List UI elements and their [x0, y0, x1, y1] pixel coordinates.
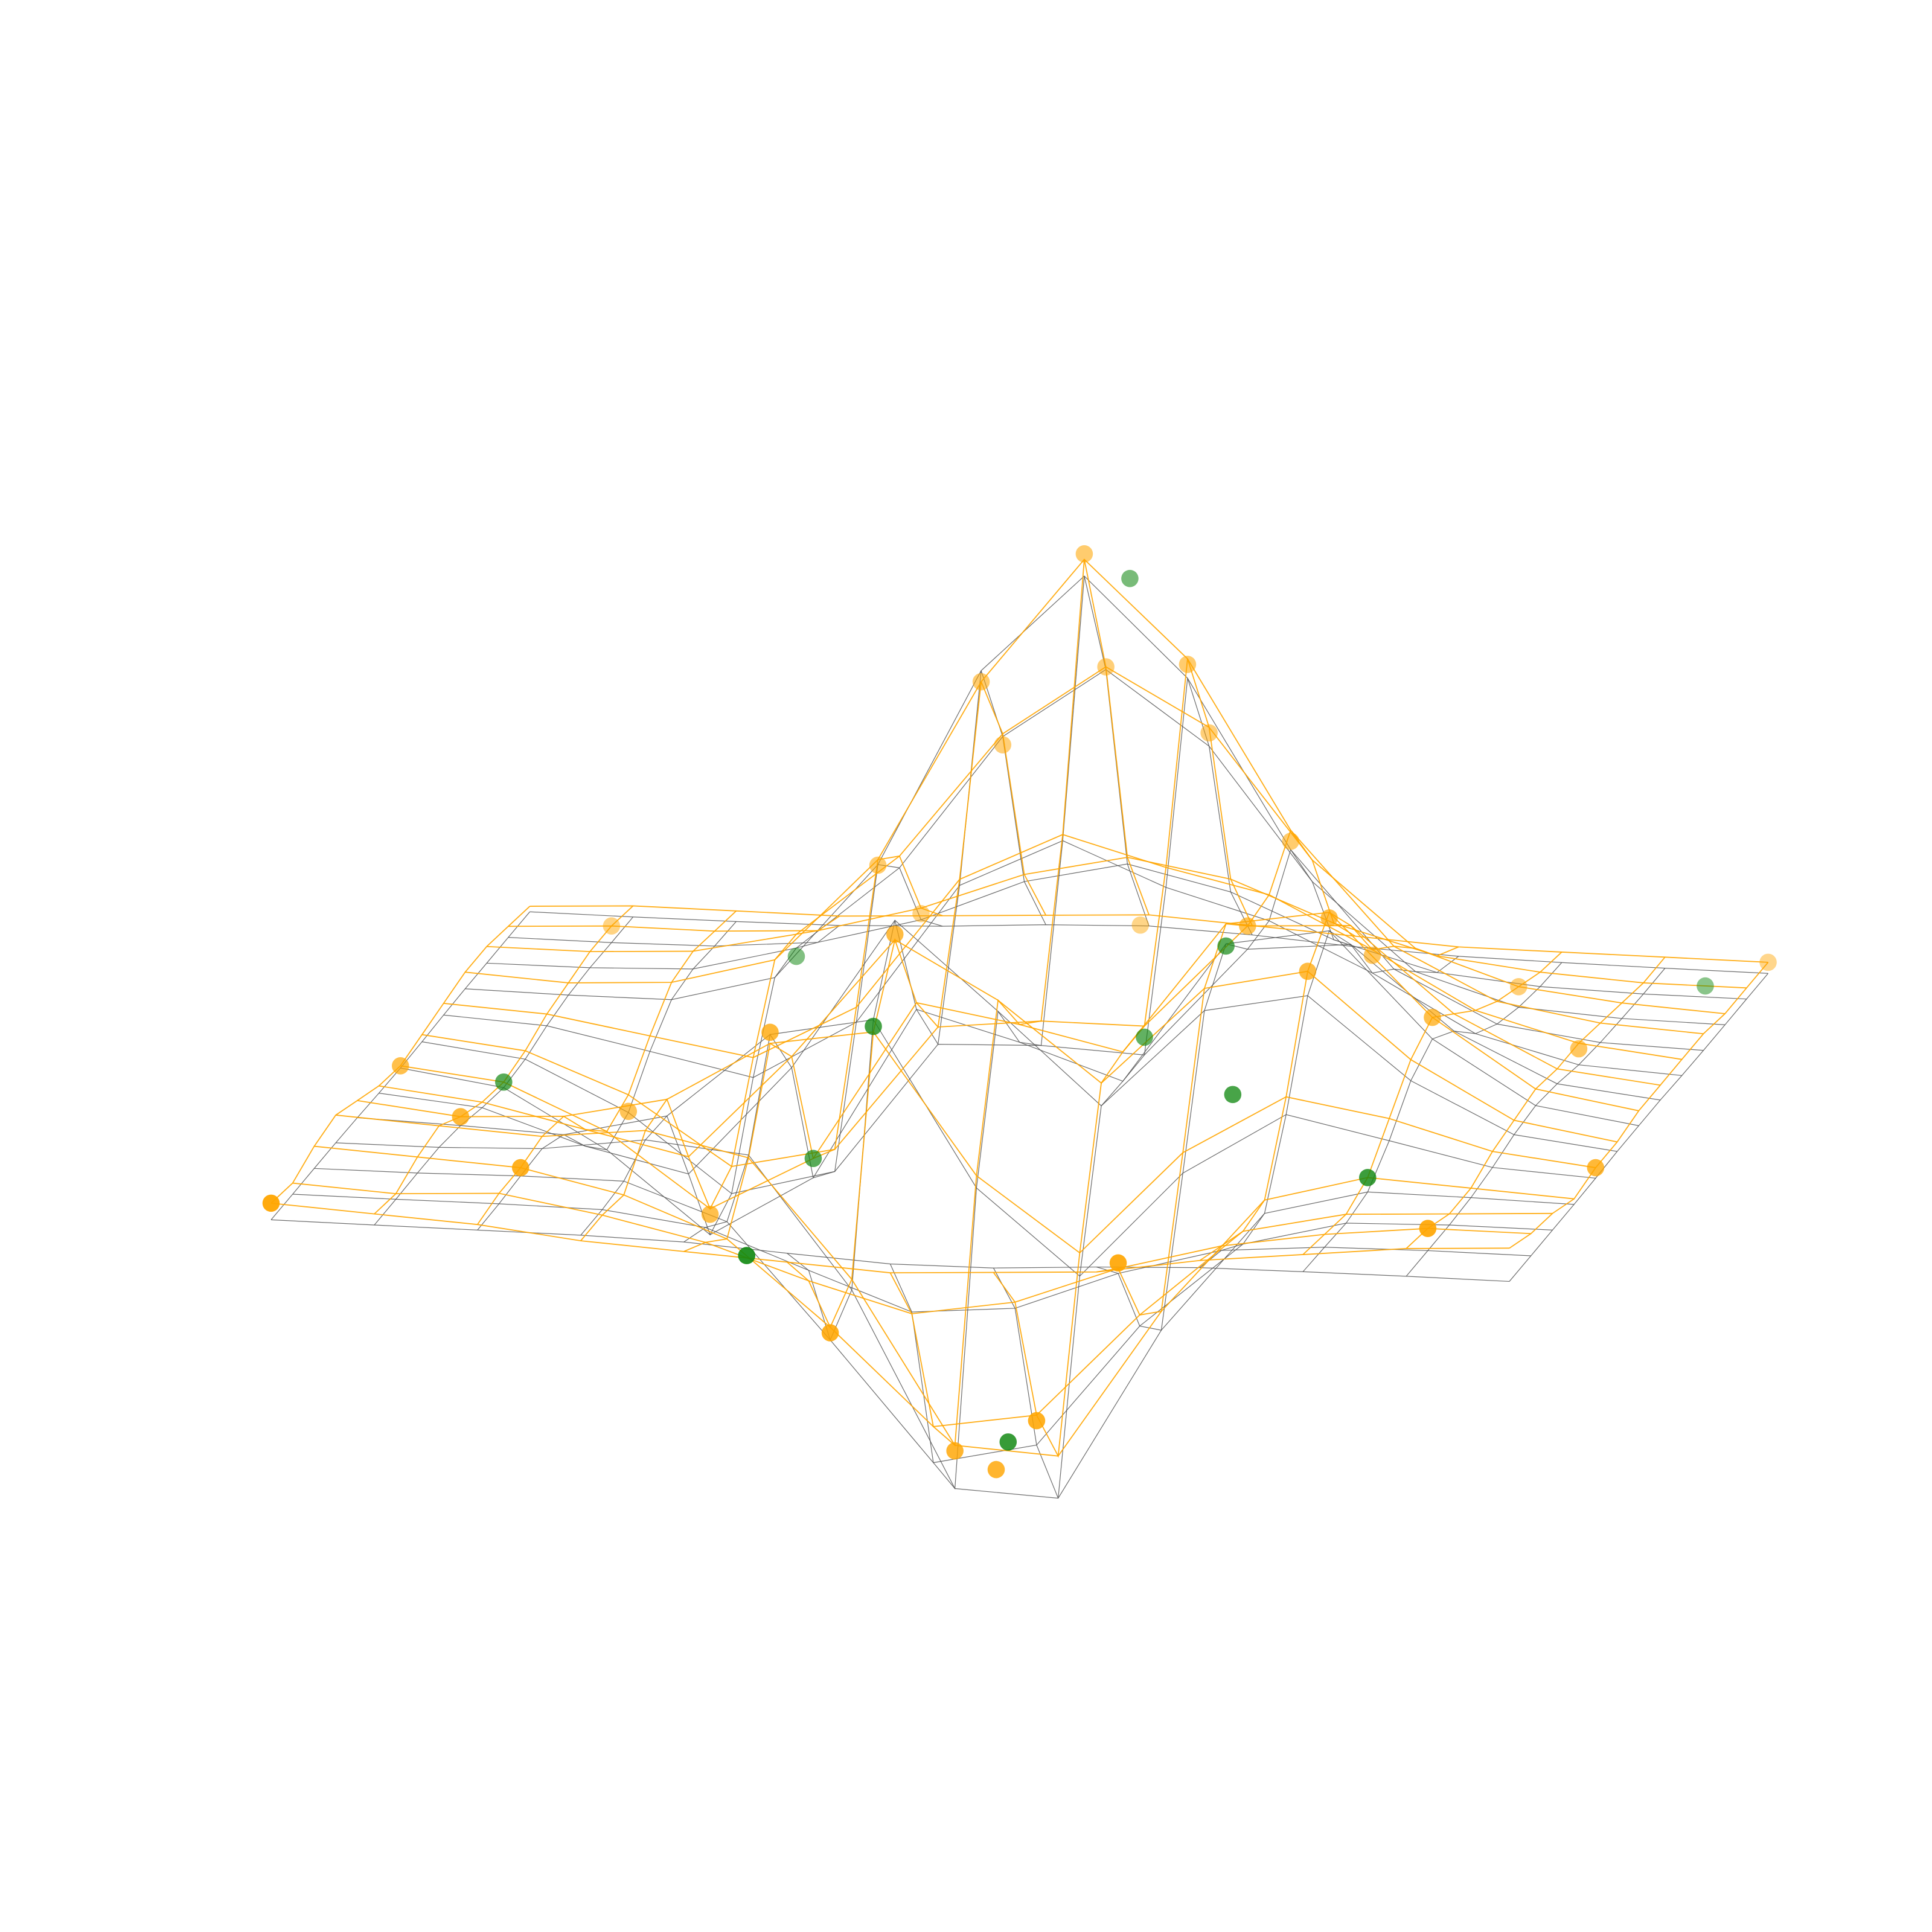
data-point [262, 1194, 280, 1212]
wire-line [379, 920, 1617, 1175]
data-point [972, 673, 990, 691]
data-point [452, 1108, 470, 1125]
wire-line [400, 930, 1639, 1235]
data-point [865, 1017, 882, 1035]
wire-line [508, 863, 1747, 1000]
data-point [495, 1073, 513, 1091]
wire-line [787, 681, 1047, 1329]
wire-line [443, 840, 1682, 1078]
wire-line [1406, 956, 1666, 1249]
data-point [1299, 962, 1317, 980]
data-point [1028, 1412, 1046, 1430]
wire-line [1199, 911, 1459, 1261]
data-point [1759, 953, 1777, 971]
data-point [804, 1150, 822, 1168]
wire-line [421, 944, 1661, 1194]
data-point [1239, 917, 1256, 935]
data-point [511, 1159, 529, 1177]
wire-line [314, 1168, 1553, 1463]
wire-line [314, 1145, 1553, 1427]
data-point [886, 926, 904, 943]
wire-line [487, 666, 1726, 1014]
data-point [787, 947, 805, 965]
wire-line [993, 658, 1253, 1458]
data-point [761, 1023, 779, 1041]
wire-line [787, 670, 1046, 1342]
wire-line [1096, 829, 1356, 1316]
wire-line [270, 906, 531, 1204]
wire-line [1509, 962, 1769, 1249]
data-point [1570, 1040, 1588, 1058]
data-point [912, 904, 930, 923]
data-point [1109, 1254, 1127, 1272]
data-point [1363, 946, 1381, 964]
data-point [1121, 569, 1139, 587]
data-point [1136, 1028, 1153, 1046]
wire-line [1302, 962, 1563, 1272]
data-point [987, 1460, 1005, 1479]
data-point [1217, 937, 1235, 955]
data-point [603, 917, 621, 935]
wire-line [270, 1202, 1510, 1274]
data-point [821, 1324, 839, 1342]
surface-wireframe [270, 575, 1769, 1499]
wire-line [1509, 973, 1769, 1282]
data-point [701, 1205, 719, 1223]
data-point [1282, 833, 1300, 850]
data-point [999, 1433, 1017, 1451]
data-point [1131, 916, 1150, 934]
wire-line [357, 1031, 1596, 1254]
data-point [1510, 978, 1527, 996]
data-point [1587, 1159, 1605, 1177]
data-point [1424, 1008, 1441, 1026]
data-point [946, 1442, 964, 1460]
data-point [1320, 909, 1338, 927]
wire-line [374, 916, 634, 1226]
wire-line [889, 575, 1150, 1490]
data-point [619, 1102, 638, 1121]
data-point [994, 736, 1012, 753]
wire-line [1406, 968, 1666, 1277]
data-point [1179, 656, 1197, 673]
data-point [869, 856, 887, 874]
wire-line [889, 559, 1150, 1447]
surface-wireframe [270, 558, 1769, 1458]
data-point [1200, 724, 1218, 742]
data-point [1097, 658, 1115, 676]
wire-line [270, 1219, 1510, 1282]
wire-line [580, 925, 840, 1236]
data-point [738, 1247, 756, 1264]
data-point [1224, 1086, 1242, 1104]
wire-line [993, 678, 1253, 1499]
wire-line [580, 915, 840, 1241]
data-point [391, 1057, 409, 1075]
wire-line [465, 558, 1704, 1035]
wire-line [683, 864, 943, 1243]
data-point [1697, 977, 1714, 995]
wire-line [292, 1194, 1531, 1313]
data-point [1075, 545, 1093, 563]
data-point [1419, 1220, 1437, 1237]
wire-line [1302, 952, 1563, 1255]
data-point [1359, 1169, 1377, 1186]
wire-line [1199, 930, 1459, 1268]
